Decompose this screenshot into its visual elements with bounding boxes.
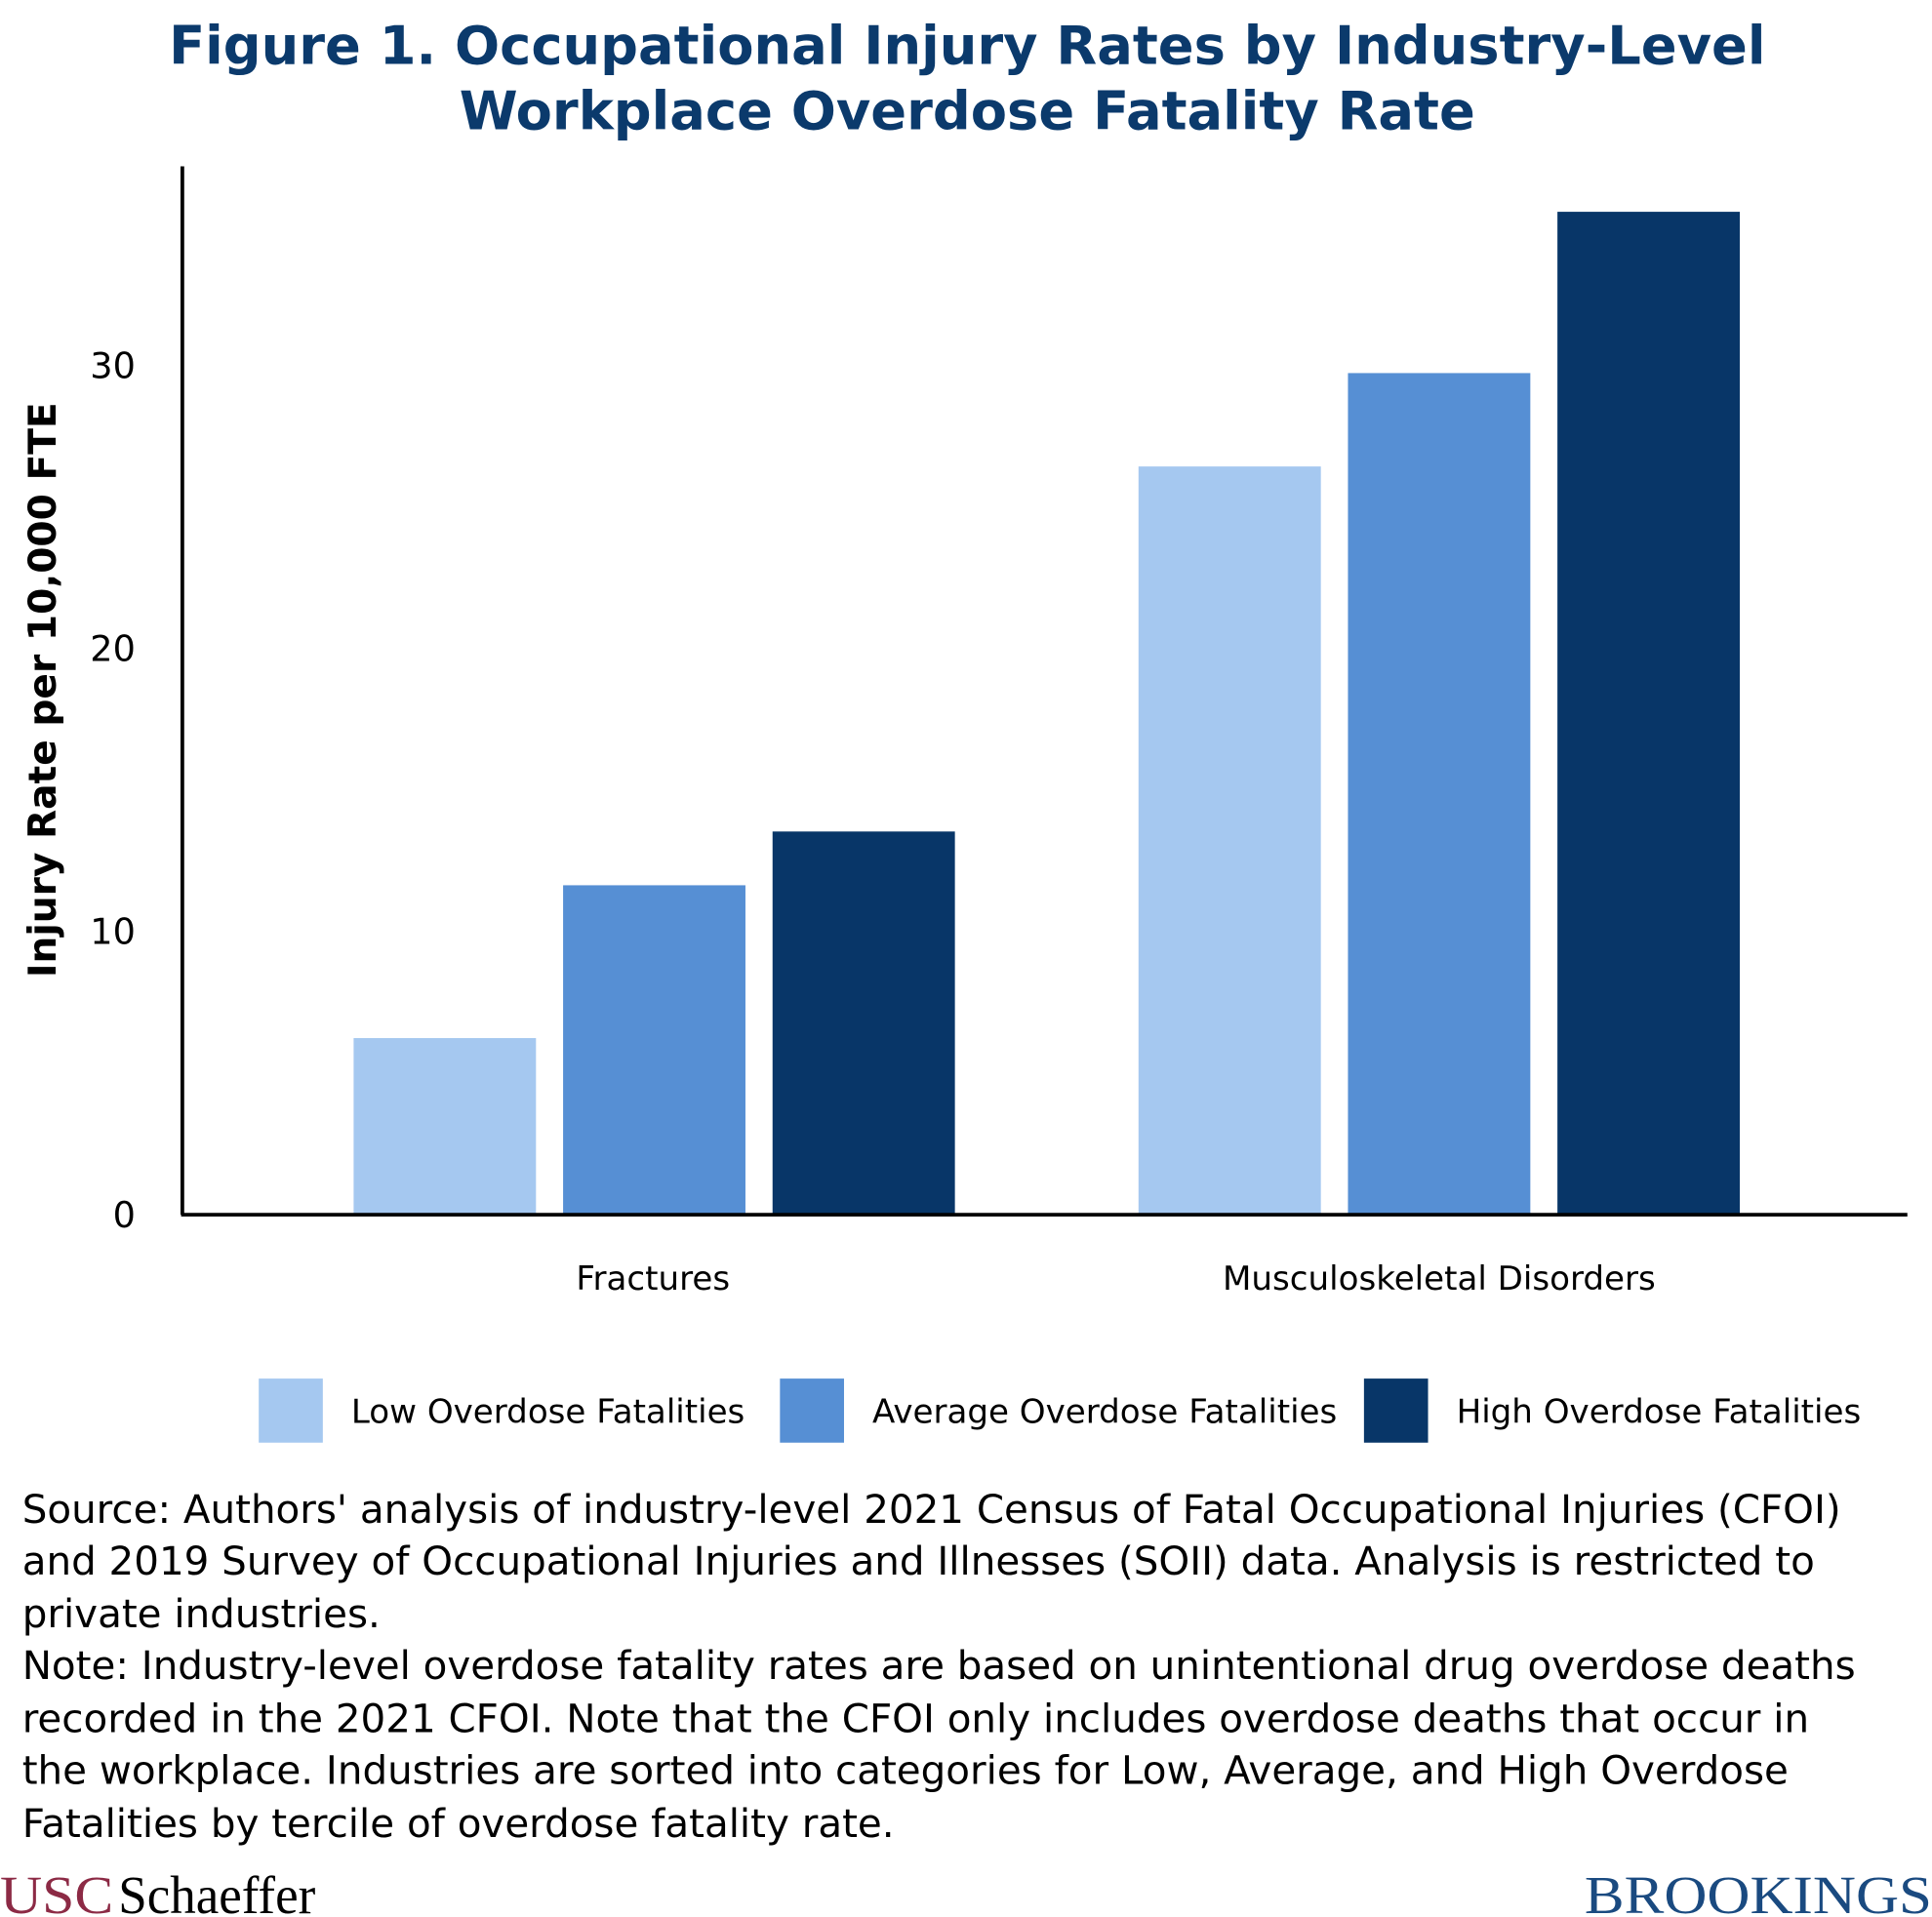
y-tick-label: 20 — [90, 628, 136, 670]
note-line: private industries. — [22, 1590, 381, 1637]
bar-musculoskeletal-disorders-high — [1557, 212, 1741, 1214]
brookings-logo: BROOKINGS — [1585, 1865, 1932, 1917]
note-line: recorded in the 2021 CFOI. Note that the… — [22, 1696, 1809, 1742]
bar-fractures-high — [772, 831, 955, 1214]
legend-swatch-low — [259, 1378, 323, 1443]
schaeffer-logo: Schaeffer — [118, 1865, 316, 1917]
category-label-msd: Musculoskeletal Disorders — [1223, 1259, 1656, 1298]
category-label-fractures: Fractures — [576, 1259, 730, 1298]
legend: Low Overdose Fatalities Average Overdose… — [259, 1378, 1861, 1443]
bar-musculoskeletal-disorders-low — [1138, 466, 1321, 1214]
chart-title-line-1: Figure 1. Occupational Injury Rates by I… — [169, 16, 1765, 77]
bar-fractures-low — [353, 1038, 537, 1214]
legend-swatch-high — [1363, 1378, 1429, 1443]
bar-fractures-average — [563, 885, 745, 1214]
y-axis-label: Injury Rate per 10,000 FTE — [21, 402, 65, 978]
usc-logo: USC — [0, 1865, 113, 1917]
chart-title-line-2: Workplace Overdose Fatality Rate — [460, 81, 1475, 142]
legend-label-high: High Overdose Fatalities — [1457, 1393, 1862, 1432]
y-tick-label: 30 — [90, 345, 136, 387]
y-tick-label: 0 — [113, 1194, 136, 1236]
note-line: Note: Industry-level overdose fatality r… — [22, 1642, 1856, 1689]
note-line: Source: Authors' analysis of industry-le… — [22, 1486, 1841, 1533]
note-line: Fatalities by tercile of overdose fatali… — [22, 1800, 895, 1847]
note-line: and 2019 Survey of Occupational Injuries… — [22, 1538, 1815, 1584]
legend-label-average: Average Overdose Fatalities — [872, 1393, 1337, 1432]
y-tick-label: 10 — [90, 911, 136, 953]
legend-label-low: Low Overdose Fatalities — [351, 1393, 745, 1432]
notes: Source: Authors' analysis of industry-le… — [22, 1486, 1856, 1847]
bar-musculoskeletal-disorders-average — [1348, 373, 1531, 1214]
legend-swatch-average — [780, 1378, 844, 1443]
note-line: the workplace. Industries are sorted int… — [22, 1747, 1789, 1794]
